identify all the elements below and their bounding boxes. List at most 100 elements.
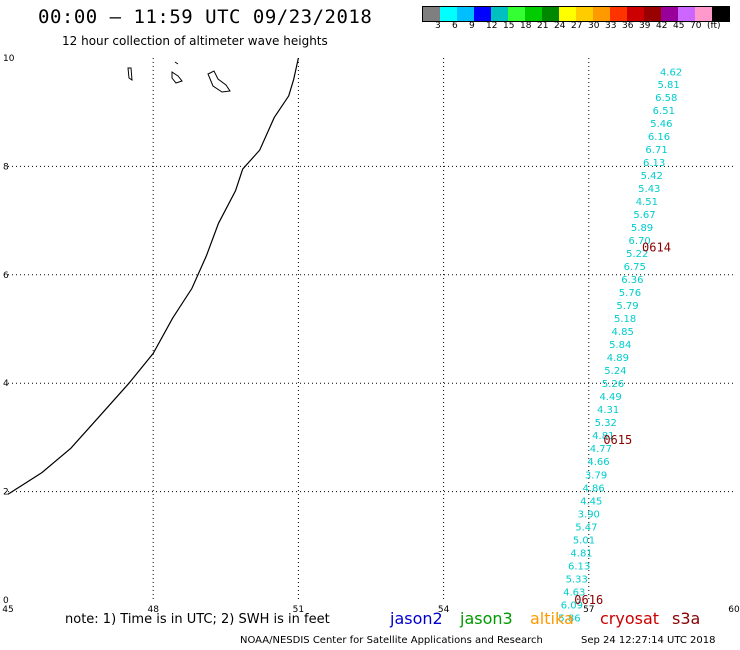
satellite-jason3: jason3 <box>460 609 513 628</box>
x-tick-label: 60 <box>728 605 740 615</box>
colorbar-label: 24 <box>554 21 566 31</box>
timestamp-text: Sep 24 12:27:14 UTC 2018 <box>581 635 716 646</box>
satellite-s3a: s3a <box>672 609 701 628</box>
colorbar-swatch <box>661 7 678 21</box>
wave-height-label: 3.79 <box>585 470 607 481</box>
colorbar-label: 9 <box>469 21 475 31</box>
time-label: 0614 <box>642 241 671 255</box>
wave-height-label: 4.49 <box>599 392 621 403</box>
credit-text: NOAA/NESDIS Center for Satellite Applica… <box>240 635 543 646</box>
time-label: 0616 <box>574 593 603 607</box>
y-tick-label: 2 <box>3 488 9 498</box>
x-tick-label: 51 <box>293 605 304 615</box>
colorbar-label: 12 <box>486 21 498 31</box>
wave-height-label: 5.32 <box>595 418 617 429</box>
colorbar-label: 45 <box>673 21 685 31</box>
colorbar-label: 18 <box>520 21 532 31</box>
wave-height-label: 5.84 <box>609 340 631 351</box>
wave-height-label: 4.51 <box>636 197 658 208</box>
wave-height-label: 5.43 <box>638 184 660 195</box>
colorbar-swatch <box>678 7 695 21</box>
colorbar-swatch <box>491 7 508 21</box>
wave-height-label: 4.62 <box>660 68 682 79</box>
wave-height-label: 5.42 <box>641 171 663 182</box>
colorbar-label: 27 <box>571 21 583 31</box>
colorbar-swatch <box>457 7 474 21</box>
island <box>207 70 231 93</box>
y-tick-label: 8 <box>3 162 9 172</box>
colorbar <box>422 6 730 22</box>
colorbar-label: 15 <box>503 21 515 31</box>
colorbar-label: 3 <box>435 21 441 31</box>
island <box>127 67 133 81</box>
wave-height-label: 5.26 <box>602 379 624 390</box>
wave-height-label: 4.85 <box>612 327 634 338</box>
wave-height-label: 4.66 <box>587 457 609 468</box>
y-tick-label: 6 <box>3 271 9 281</box>
wave-height-label: 5.18 <box>614 314 636 325</box>
colorbar-swatch <box>542 7 559 21</box>
wave-height-label: 4.45 <box>580 496 602 507</box>
wave-height-label: 5.86 <box>558 613 580 624</box>
wave-height-label: 4.31 <box>597 405 619 416</box>
x-tick-label: 48 <box>147 605 159 615</box>
wave-height-label: 3.90 <box>578 509 600 520</box>
map-subtitle: 12 hour collection of altimeter wave hei… <box>62 34 328 48</box>
time-label: 0615 <box>603 433 632 447</box>
wave-height-label: 6.16 <box>648 132 670 143</box>
colorbar-label: 70 <box>690 21 702 31</box>
y-tick-label: 10 <box>3 54 15 64</box>
colorbar-swatch <box>695 7 712 21</box>
colorbar-swatch <box>644 7 661 21</box>
satellite-cryosat: cryosat <box>600 609 660 628</box>
island <box>171 61 183 84</box>
wave-height-label: 4.77 <box>590 444 612 455</box>
colorbar-swatch <box>508 7 525 21</box>
y-tick-label: 4 <box>3 379 9 389</box>
x-tick-label: 57 <box>583 605 594 615</box>
colorbar-swatch <box>610 7 627 21</box>
wave-height-label: 5.89 <box>631 223 653 234</box>
wave-height-label: 5.67 <box>633 210 655 221</box>
colorbar-swatch <box>593 7 610 21</box>
map-title: 00:00 – 11:59 UTC 09/23/2018 <box>38 6 373 28</box>
note-text: note: 1) Time is in UTC; 2) SWH is in fe… <box>65 612 330 627</box>
colorbar-swatch <box>525 7 542 21</box>
satellite-jason2: jason2 <box>390 609 443 628</box>
wave-height-label: 4.81 <box>570 548 592 559</box>
wave-height-label: 4.63 <box>563 587 585 598</box>
wave-height-label: 4.86 <box>583 483 605 494</box>
wave-height-label: 5.01 <box>573 535 595 546</box>
wave-height-label: 5.33 <box>566 574 588 585</box>
satellite-altika: altika <box>530 609 574 628</box>
colorbar-swatch <box>712 7 729 21</box>
wave-height-label: 4.81 <box>592 431 614 442</box>
colorbar-label: 21 <box>537 21 549 31</box>
wave-height-label: 6.71 <box>645 145 667 156</box>
coastline <box>7 57 299 495</box>
colorbar-label: (ft) <box>707 21 721 31</box>
wave-height-label: 5.46 <box>650 119 672 130</box>
y-tick-label: 0 <box>3 596 9 606</box>
wave-height-label: 6.36 <box>621 275 643 286</box>
colorbar-label: 6 <box>452 21 458 31</box>
colorbar-label: 30 <box>588 21 600 31</box>
wave-height-label: 6.09 <box>561 600 583 611</box>
wave-height-label: 5.81 <box>658 80 680 91</box>
wave-height-label: 6.58 <box>655 93 677 104</box>
colorbar-swatch <box>559 7 576 21</box>
x-tick-label: 45 <box>2 605 13 615</box>
colorbar-label: 33 <box>605 21 617 31</box>
wave-height-label: 5.47 <box>575 522 597 533</box>
wave-height-label: 4.89 <box>607 353 629 364</box>
colorbar-swatch <box>474 7 491 21</box>
wave-height-label: 5.76 <box>619 288 641 299</box>
wave-height-label: 6.70 <box>628 236 650 247</box>
colorbar-label: 42 <box>656 21 668 31</box>
wave-height-label: 6.13 <box>568 561 590 572</box>
wave-height-label: 5.24 <box>604 366 626 377</box>
colorbar-swatch <box>576 7 593 21</box>
wave-height-label: 5.79 <box>616 301 638 312</box>
wave-height-label: 6.13 <box>643 158 665 169</box>
colorbar-label: 39 <box>639 21 651 31</box>
